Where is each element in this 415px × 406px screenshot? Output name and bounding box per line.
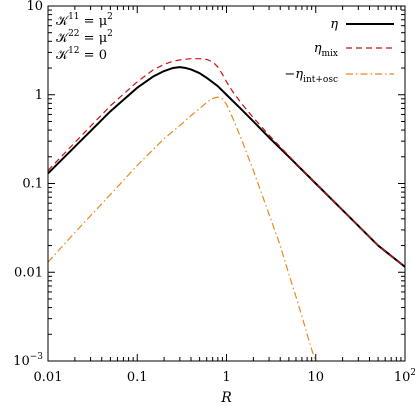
legend-label-2: ηmix — [314, 41, 338, 59]
x-tick-label: 0.01 — [34, 370, 63, 385]
series-line-2 — [48, 58, 405, 268]
legend-label-3: −ηint+osc — [284, 67, 338, 85]
annotation-line-3: 𝒦12 = 0 — [56, 46, 107, 63]
annotation-line-1: 𝒦11 = μ2 — [56, 12, 113, 29]
x-tick-label: 1 — [222, 370, 230, 385]
x-axis-label: R — [220, 390, 232, 406]
series-line-1 — [48, 66, 405, 268]
legend-label-1: η — [330, 17, 338, 32]
legend: η ηmix −ηint+osc — [284, 17, 394, 85]
x-tick-label: 10 — [307, 370, 324, 385]
x-tick-label: 0.1 — [127, 370, 148, 385]
y-tick-label: 10 — [26, 0, 43, 14]
y-tick-label: 0.01 — [14, 265, 43, 280]
y-tick-label: 1 — [35, 88, 43, 103]
series-line-3 — [48, 96, 317, 361]
y-tick-label: 0.1 — [22, 177, 43, 192]
x-tick-label: 102 — [394, 368, 415, 385]
series-layer — [48, 58, 405, 361]
annotation-line-2: 𝒦22 = μ2 — [56, 29, 113, 46]
y-tick-label: 10−3 — [13, 352, 43, 369]
